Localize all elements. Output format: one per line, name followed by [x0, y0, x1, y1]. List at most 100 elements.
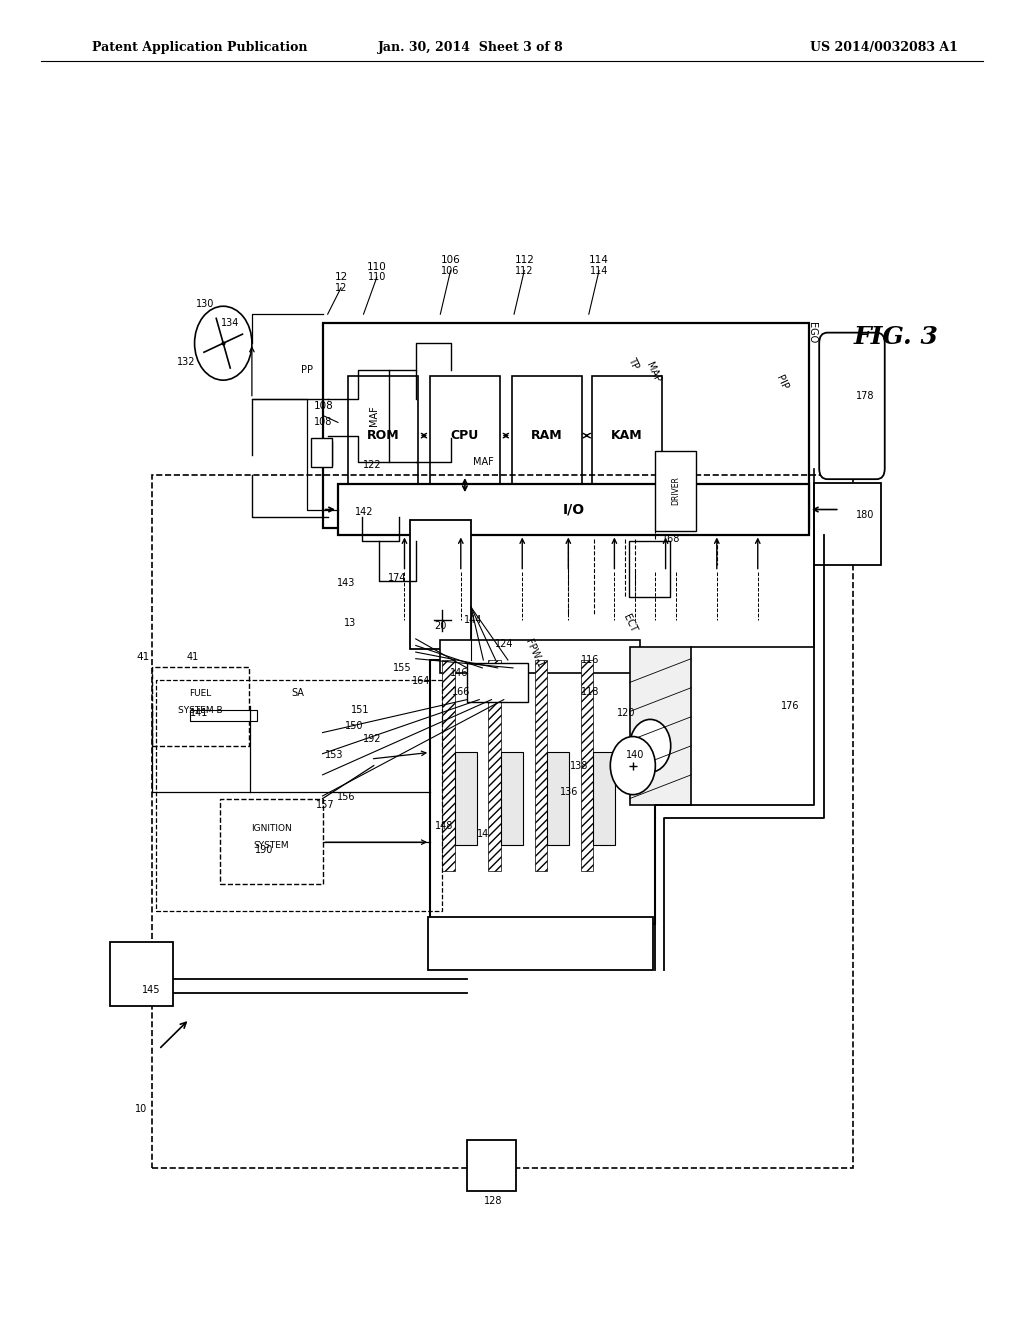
Text: 157: 157 [316, 800, 335, 810]
Text: PIP: PIP [775, 374, 790, 392]
Text: EGO: EGO [807, 322, 817, 343]
Text: 12: 12 [335, 282, 347, 293]
Text: MAF: MAF [369, 405, 379, 426]
Text: 128: 128 [484, 1196, 503, 1206]
Text: US 2014/0032083 A1: US 2014/0032083 A1 [810, 41, 957, 54]
Text: 174: 174 [388, 573, 407, 583]
Text: 114: 114 [590, 265, 608, 276]
Text: 153: 153 [325, 750, 343, 760]
FancyBboxPatch shape [110, 942, 173, 1006]
FancyBboxPatch shape [440, 640, 640, 673]
Text: 134: 134 [221, 318, 240, 329]
Text: 168: 168 [662, 533, 680, 544]
FancyBboxPatch shape [629, 541, 670, 597]
Text: 124: 124 [495, 639, 513, 649]
Text: 156: 156 [337, 792, 355, 803]
Circle shape [610, 737, 655, 795]
Text: ECT: ECT [622, 612, 638, 634]
Text: 143: 143 [337, 578, 355, 589]
FancyBboxPatch shape [311, 438, 332, 467]
FancyBboxPatch shape [581, 660, 593, 871]
Text: 155: 155 [393, 663, 412, 673]
Text: 114: 114 [589, 255, 609, 265]
Text: 130: 130 [196, 298, 214, 309]
Text: MAF: MAF [473, 457, 494, 467]
FancyBboxPatch shape [313, 441, 332, 465]
FancyBboxPatch shape [547, 752, 569, 845]
FancyBboxPatch shape [410, 520, 471, 649]
Text: 120: 120 [617, 708, 636, 718]
Text: 116: 116 [581, 655, 599, 665]
Text: 150: 150 [345, 721, 364, 731]
FancyBboxPatch shape [501, 752, 523, 845]
Text: 146: 146 [450, 668, 468, 678]
Text: 148: 148 [435, 821, 454, 832]
Text: 10: 10 [135, 1104, 147, 1114]
FancyBboxPatch shape [190, 710, 257, 721]
Text: 106: 106 [440, 255, 461, 265]
Text: 13: 13 [344, 618, 356, 628]
Text: CPU: CPU [451, 429, 479, 442]
Text: 138: 138 [570, 760, 589, 771]
FancyBboxPatch shape [593, 752, 615, 845]
Text: 118: 118 [581, 686, 599, 697]
FancyBboxPatch shape [323, 323, 809, 528]
FancyBboxPatch shape [430, 376, 500, 495]
Text: 180: 180 [856, 510, 874, 520]
FancyBboxPatch shape [512, 376, 582, 495]
FancyBboxPatch shape [467, 1140, 516, 1191]
FancyBboxPatch shape [630, 647, 691, 805]
Text: 112: 112 [514, 255, 535, 265]
Text: TP: TP [626, 355, 640, 371]
Text: 141: 141 [189, 708, 208, 718]
FancyBboxPatch shape [348, 376, 418, 495]
Text: Patent Application Publication: Patent Application Publication [92, 41, 307, 54]
Text: 122: 122 [364, 459, 382, 470]
Text: FUEL: FUEL [189, 689, 211, 697]
FancyBboxPatch shape [592, 376, 662, 495]
Text: SYSTEM B: SYSTEM B [178, 706, 222, 714]
Text: KAM: KAM [611, 429, 642, 442]
Text: MAP: MAP [644, 360, 663, 384]
FancyBboxPatch shape [442, 660, 455, 871]
Text: Jan. 30, 2014  Sheet 3 of 8: Jan. 30, 2014 Sheet 3 of 8 [378, 41, 564, 54]
Text: 12: 12 [335, 272, 347, 282]
Text: 145: 145 [142, 985, 161, 995]
Circle shape [630, 719, 671, 772]
Text: 132: 132 [177, 356, 196, 367]
Text: IGNITION: IGNITION [251, 824, 292, 833]
FancyBboxPatch shape [488, 660, 501, 871]
FancyBboxPatch shape [338, 484, 809, 535]
Text: 166: 166 [452, 686, 470, 697]
Text: 106: 106 [441, 265, 460, 276]
Text: 14: 14 [477, 829, 489, 840]
Text: 112: 112 [515, 265, 534, 276]
Text: 136: 136 [560, 787, 579, 797]
Text: 144: 144 [464, 615, 482, 626]
Text: I/O: I/O [562, 503, 585, 516]
Text: 41: 41 [137, 652, 150, 663]
Text: FPW-1: FPW-1 [523, 638, 546, 669]
Text: 110: 110 [368, 272, 386, 282]
FancyBboxPatch shape [428, 917, 653, 970]
Text: 178: 178 [856, 391, 874, 401]
FancyBboxPatch shape [455, 752, 477, 845]
FancyBboxPatch shape [814, 483, 881, 565]
Text: 108: 108 [313, 400, 334, 411]
Text: 20: 20 [434, 620, 446, 631]
Text: 142: 142 [355, 507, 374, 517]
Text: 192: 192 [362, 734, 381, 744]
Text: SYSTEM: SYSTEM [254, 841, 289, 850]
Text: 140: 140 [626, 750, 644, 760]
FancyBboxPatch shape [430, 660, 655, 924]
FancyBboxPatch shape [535, 660, 547, 871]
Circle shape [195, 306, 252, 380]
Text: FIG. 3: FIG. 3 [854, 325, 938, 348]
Text: 41: 41 [186, 652, 199, 663]
Text: 190: 190 [255, 845, 273, 855]
Text: RAM: RAM [531, 429, 562, 442]
Text: ROM: ROM [367, 429, 399, 442]
Text: 151: 151 [351, 705, 370, 715]
Text: SA: SA [292, 688, 304, 698]
Text: DRIVER: DRIVER [672, 477, 680, 506]
